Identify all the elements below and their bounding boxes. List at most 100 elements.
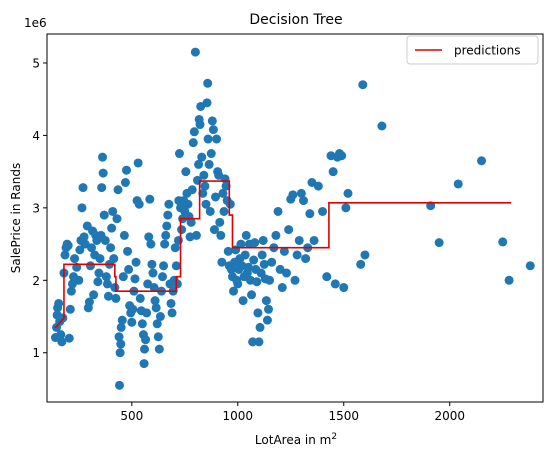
data-point (100, 235, 110, 245)
prediction-line-layer (54, 180, 512, 329)
data-point (102, 279, 112, 289)
data-point (187, 185, 197, 195)
data-point (199, 170, 209, 180)
data-point (207, 116, 217, 126)
data-point (209, 225, 219, 235)
data-point (257, 250, 267, 260)
data-point (147, 259, 157, 269)
data-point (434, 238, 444, 248)
data-point (98, 168, 108, 178)
data-point (174, 149, 184, 159)
data-point (217, 257, 227, 267)
data-point (167, 308, 177, 318)
x-axis-title-superscript: 2 (331, 432, 337, 442)
data-point (57, 337, 67, 347)
data-point (215, 217, 225, 227)
data-point (223, 246, 233, 256)
legend: predictions (406, 35, 539, 65)
data-point (140, 344, 149, 354)
x-axis-title-text: LotArea in m (255, 433, 331, 447)
data-point (142, 308, 152, 318)
data-point (195, 120, 205, 130)
data-point (135, 293, 145, 303)
data-point (216, 230, 226, 240)
data-point (189, 127, 199, 137)
data-point (89, 290, 99, 300)
data-point (75, 245, 85, 255)
data-point (284, 225, 294, 235)
data-point (99, 210, 109, 220)
data-point (290, 275, 300, 285)
y-tick-label: 2 (32, 274, 40, 288)
predictions-line (54, 180, 512, 329)
data-point (66, 286, 76, 296)
data-point (203, 134, 213, 144)
data-point (87, 243, 97, 253)
data-point (208, 125, 218, 135)
data-point (131, 257, 141, 267)
data-point (117, 315, 127, 325)
data-point (108, 206, 118, 216)
data-point (498, 237, 508, 247)
data-point (116, 322, 126, 332)
data-point (115, 348, 125, 358)
data-point (238, 296, 248, 306)
data-point (120, 178, 130, 187)
data-point (161, 230, 171, 240)
data-point (177, 225, 187, 235)
data-point (236, 239, 246, 249)
data-point (250, 238, 260, 248)
data-point (103, 291, 113, 301)
data-point (164, 199, 174, 209)
data-point (153, 332, 163, 342)
data-point (106, 243, 116, 253)
data-point (151, 303, 161, 313)
data-point (183, 199, 193, 209)
data-point (298, 196, 308, 206)
data-point (201, 199, 211, 209)
data-point (504, 275, 514, 285)
legend-label-predictions: predictions (454, 44, 520, 58)
data-point (121, 165, 131, 175)
data-point (273, 206, 283, 216)
data-point (114, 332, 124, 342)
data-point (148, 268, 158, 278)
data-point (65, 304, 75, 314)
data-point (98, 152, 108, 162)
data-point (74, 275, 84, 285)
data-point (94, 268, 104, 278)
data-point (253, 308, 263, 318)
data-point (101, 272, 111, 282)
data-point (84, 297, 94, 307)
data-point (279, 246, 289, 256)
data-point (265, 275, 275, 285)
plot-frame (46, 33, 544, 403)
data-point (77, 203, 87, 213)
y-offset-label: 1e6 (24, 16, 47, 30)
data-point (206, 149, 216, 159)
data-point (339, 283, 349, 293)
data-point (233, 279, 243, 289)
data-point (198, 188, 208, 198)
data-point (150, 296, 160, 306)
data-point (152, 319, 162, 329)
data-point (313, 181, 323, 191)
data-point (328, 167, 338, 177)
data-point (255, 322, 265, 332)
y-tick-label: 5 (32, 56, 40, 70)
x-axis-title: LotArea in m2 (255, 432, 337, 447)
data-point (341, 203, 351, 213)
data-point (248, 337, 258, 347)
data-point (78, 183, 88, 193)
data-point (163, 210, 173, 220)
data-point (294, 235, 304, 245)
data-point (296, 188, 306, 198)
data-point (160, 239, 170, 249)
data-point (301, 254, 311, 264)
y-tick-label: 3 (32, 201, 40, 215)
data-point (137, 319, 147, 329)
data-point (116, 339, 126, 349)
data-point (288, 190, 298, 200)
data-point (145, 194, 155, 204)
